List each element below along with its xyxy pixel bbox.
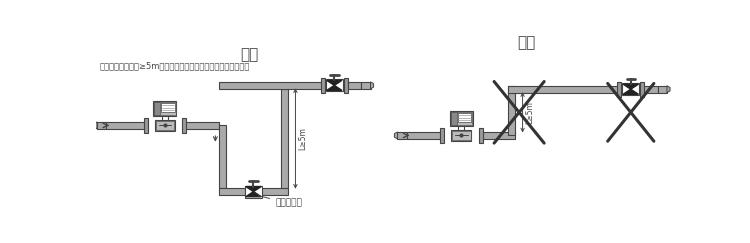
Bar bbox=[280, 89, 288, 188]
Bar bbox=[153, 101, 176, 116]
Text: 自动排气孔: 自动排气孔 bbox=[259, 196, 302, 208]
Bar bbox=[98, 122, 106, 129]
Bar bbox=[154, 102, 176, 115]
Text: L≥5m: L≥5m bbox=[298, 127, 307, 150]
Bar bbox=[182, 118, 186, 133]
Bar bbox=[406, 132, 442, 139]
Bar bbox=[658, 86, 667, 93]
Polygon shape bbox=[667, 86, 670, 93]
Polygon shape bbox=[623, 89, 638, 94]
Polygon shape bbox=[94, 122, 98, 129]
Bar bbox=[481, 132, 515, 139]
Bar bbox=[106, 122, 146, 129]
Text: 防止真空，落差管≥5m时需在流量计下游最高处安装自动排气阀: 防止真空，落差管≥5m时需在流量计下游最高处安装自动排气阀 bbox=[100, 62, 250, 71]
Bar bbox=[326, 79, 343, 91]
Bar bbox=[144, 118, 148, 133]
Bar bbox=[344, 78, 348, 93]
Bar bbox=[458, 113, 472, 122]
Text: 真空: 真空 bbox=[518, 35, 536, 51]
Polygon shape bbox=[623, 84, 638, 89]
Bar bbox=[622, 83, 639, 95]
Bar bbox=[508, 86, 515, 135]
Polygon shape bbox=[370, 82, 374, 89]
Bar bbox=[451, 112, 472, 125]
Bar bbox=[321, 78, 325, 93]
Bar bbox=[155, 120, 175, 131]
Bar bbox=[452, 131, 470, 140]
Polygon shape bbox=[327, 80, 342, 85]
Bar bbox=[398, 132, 406, 139]
Polygon shape bbox=[394, 132, 398, 139]
Bar bbox=[156, 121, 174, 130]
Bar bbox=[245, 186, 262, 198]
Bar bbox=[161, 103, 175, 112]
Bar bbox=[440, 128, 444, 143]
Bar bbox=[451, 112, 457, 125]
Polygon shape bbox=[246, 192, 261, 197]
Bar bbox=[640, 81, 644, 97]
Bar bbox=[219, 188, 288, 195]
Bar bbox=[617, 81, 621, 97]
Bar bbox=[219, 125, 226, 188]
Bar bbox=[450, 111, 473, 126]
Bar bbox=[184, 122, 219, 129]
Polygon shape bbox=[327, 85, 342, 90]
Bar bbox=[452, 130, 472, 141]
Bar bbox=[508, 86, 658, 93]
Polygon shape bbox=[246, 187, 261, 192]
Text: L≥5m: L≥5m bbox=[525, 101, 534, 124]
Bar bbox=[219, 82, 362, 89]
Bar bbox=[362, 82, 370, 89]
Bar bbox=[154, 102, 160, 115]
Bar bbox=[478, 128, 482, 143]
Text: 排气: 排气 bbox=[241, 47, 259, 62]
